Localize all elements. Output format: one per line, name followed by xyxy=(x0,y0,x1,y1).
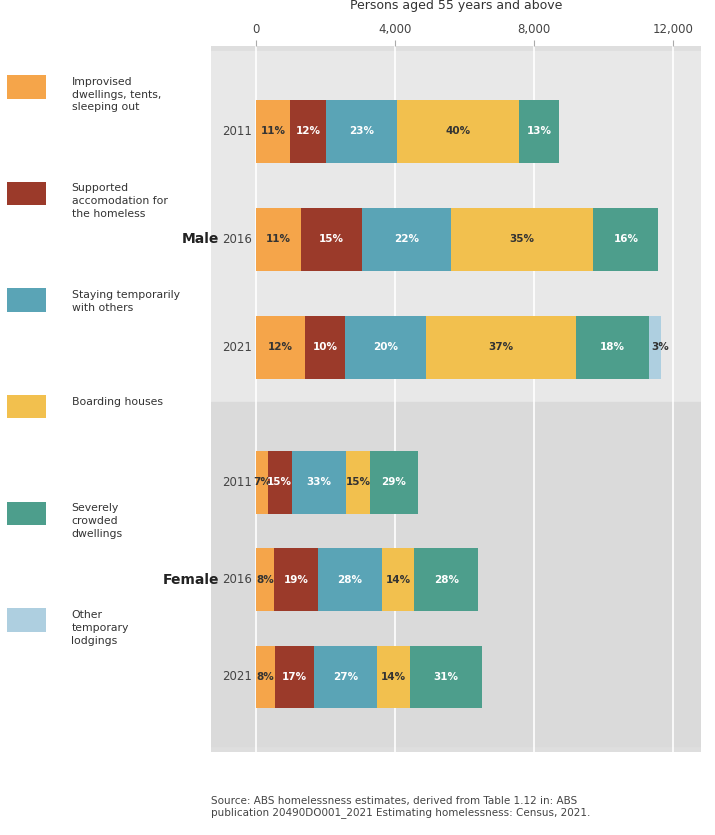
Bar xyxy=(301,208,362,271)
Text: 3%: 3% xyxy=(651,342,669,352)
Bar xyxy=(292,451,346,514)
Bar xyxy=(576,316,649,379)
Text: 20%: 20% xyxy=(373,342,398,352)
Bar xyxy=(256,208,301,271)
Text: 14%: 14% xyxy=(385,574,411,584)
Bar xyxy=(318,549,383,611)
Text: 2011: 2011 xyxy=(222,124,252,138)
Text: 2016: 2016 xyxy=(222,573,252,586)
Bar xyxy=(519,100,558,163)
Text: 28%: 28% xyxy=(337,574,363,584)
Text: 13%: 13% xyxy=(526,126,551,136)
Text: 35%: 35% xyxy=(510,235,535,245)
Text: 2011: 2011 xyxy=(222,476,252,489)
Text: Boarding houses: Boarding houses xyxy=(72,397,162,407)
Text: 28%: 28% xyxy=(434,574,459,584)
Text: 11%: 11% xyxy=(260,126,285,136)
Bar xyxy=(326,100,397,163)
Text: 12%: 12% xyxy=(268,342,293,352)
Bar xyxy=(426,316,576,379)
Text: Male: Male xyxy=(182,232,220,246)
Bar xyxy=(256,549,275,611)
Bar xyxy=(397,100,519,163)
Text: 2021: 2021 xyxy=(222,341,252,354)
Text: 19%: 19% xyxy=(284,574,309,584)
Text: 29%: 29% xyxy=(382,478,406,488)
Bar xyxy=(410,645,482,708)
Text: 10%: 10% xyxy=(312,342,337,352)
Text: 22%: 22% xyxy=(394,235,419,245)
Text: 2021: 2021 xyxy=(222,671,252,683)
Bar xyxy=(256,451,267,514)
Text: 15%: 15% xyxy=(267,478,292,488)
Bar xyxy=(346,451,370,514)
Text: Other
temporary
lodgings: Other temporary lodgings xyxy=(72,610,129,645)
Text: 27%: 27% xyxy=(333,672,358,682)
Bar xyxy=(256,100,290,163)
Text: Improvised
dwellings, tents,
sleeping out: Improvised dwellings, tents, sleeping ou… xyxy=(72,77,161,113)
Bar xyxy=(649,316,661,379)
Text: 12%: 12% xyxy=(295,126,320,136)
Bar xyxy=(383,549,414,611)
Bar xyxy=(593,208,659,271)
Text: Source: ABS homelessness estimates, derived from Table 1.12 in: ABS
publication : Source: ABS homelessness estimates, deri… xyxy=(211,796,591,818)
Text: 37%: 37% xyxy=(488,342,513,352)
Bar xyxy=(377,645,410,708)
Text: 8%: 8% xyxy=(257,672,275,682)
Text: 11%: 11% xyxy=(266,235,291,245)
Bar xyxy=(451,208,593,271)
Text: 16%: 16% xyxy=(613,235,638,245)
Bar xyxy=(305,316,345,379)
Text: 18%: 18% xyxy=(600,342,625,352)
Text: 2016: 2016 xyxy=(222,233,252,245)
Bar xyxy=(362,208,451,271)
Bar xyxy=(211,402,701,746)
Bar xyxy=(414,549,478,611)
Text: Supported
accomodation for
the homeless: Supported accomodation for the homeless xyxy=(72,184,167,219)
Text: Staying temporarily
with others: Staying temporarily with others xyxy=(72,290,179,313)
Bar xyxy=(290,100,326,163)
Bar xyxy=(256,645,275,708)
Bar xyxy=(315,645,377,708)
Bar xyxy=(345,316,426,379)
Text: 15%: 15% xyxy=(345,478,370,488)
Text: 17%: 17% xyxy=(282,672,307,682)
Text: 33%: 33% xyxy=(307,478,332,488)
Text: 8%: 8% xyxy=(257,574,274,584)
Text: 14%: 14% xyxy=(381,672,406,682)
Text: 31%: 31% xyxy=(433,672,458,682)
Bar xyxy=(275,549,318,611)
Text: 40%: 40% xyxy=(445,126,470,136)
Text: Female: Female xyxy=(163,573,220,587)
Text: 23%: 23% xyxy=(349,126,374,136)
Bar xyxy=(256,316,305,379)
Bar xyxy=(275,645,315,708)
X-axis label: Persons aged 55 years and above: Persons aged 55 years and above xyxy=(350,0,562,12)
Bar xyxy=(370,451,418,514)
Text: 15%: 15% xyxy=(319,235,344,245)
Text: 7%: 7% xyxy=(253,478,271,488)
Bar xyxy=(267,451,292,514)
Bar xyxy=(211,51,701,417)
Text: Severely
crowded
dwellings: Severely crowded dwellings xyxy=(72,504,123,539)
